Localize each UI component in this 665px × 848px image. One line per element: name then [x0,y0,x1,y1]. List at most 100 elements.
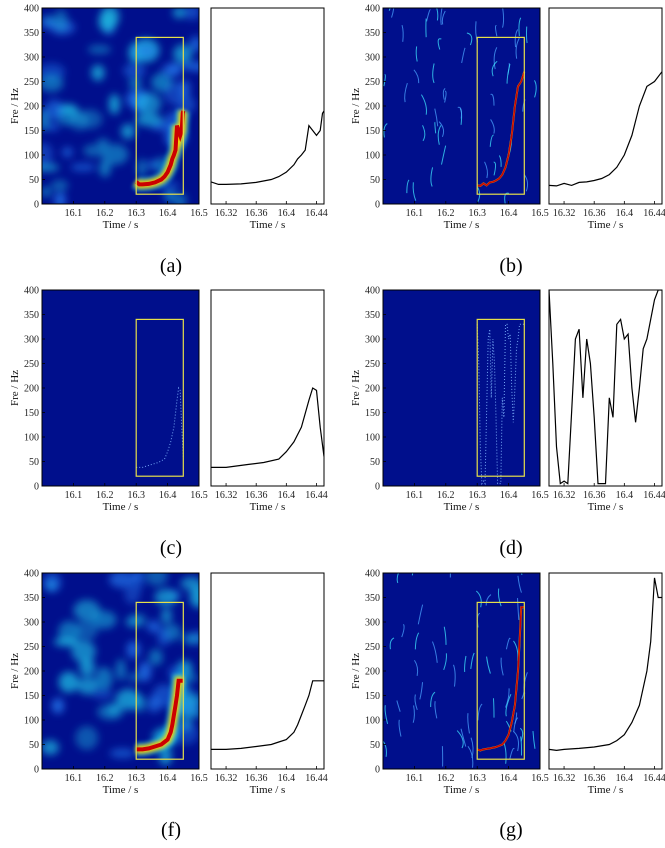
curve-x-tick-label: 16.36 [245,490,268,501]
texture-blob [54,192,66,204]
spectral-streak [491,60,498,77]
spectral-streak [467,713,470,734]
curve-plot [211,680,324,750]
curve-plot [549,290,662,485]
spectral-streak [493,47,498,70]
y-tick-label: 100 [365,716,380,727]
spectral-streak [434,701,438,719]
x-tick-label: 16.2 [96,490,114,501]
texture-blob [120,123,136,140]
y-tick-label: 100 [24,716,39,727]
curve-line [211,680,324,750]
curve-x-tick-label: 16.44 [305,773,328,784]
panel-f: 0 50 100 150 200 250 300 350 400 16.1 16.2 16.3 16.4… [9,569,328,842]
x-tick-label: 16.3 [127,208,145,219]
y-tick-label: 100 [365,151,380,162]
curve-frame [210,572,325,770]
texture-blob [146,620,161,633]
texture-blob [127,673,141,682]
texture-blob [42,163,60,172]
texture-blob [138,661,152,682]
spectral-streak [470,737,474,759]
curve-x-tick-label: 16.32 [215,208,238,219]
roi-box [135,36,184,195]
curve-x-tick-label: 16.4 [278,208,296,219]
spectral-streak [498,155,502,167]
spectral-streak [509,747,515,760]
y-tick-label: 0 [34,482,39,493]
spectral-streak [503,742,507,764]
spectral-streak [396,573,399,584]
roi-box [476,36,525,195]
y-tick-label: 50 [29,457,39,468]
texture-blob [109,748,136,759]
y-tick-label: 50 [29,175,39,186]
spectral-streak [497,588,502,607]
curve-x-tick-label: 16.4 [278,773,296,784]
y-tick-label: 250 [24,642,39,653]
x-tick-label: 16.2 [437,490,455,501]
roi-box [135,318,184,477]
curve-line [211,110,324,185]
y-tick-label: 300 [365,53,380,64]
texture-blob [133,43,157,59]
curve-x-tick-label: 16.32 [553,208,576,219]
spectral-streak [519,727,524,742]
x-tick-label: 16.4 [159,773,177,784]
ridge-core [477,71,526,187]
y-tick-label: 100 [24,433,39,444]
curve-x-tick-label: 16.36 [245,208,268,219]
texture-blob [145,573,168,587]
spectral-streak [430,691,436,707]
spectrogram-plot [383,8,540,204]
spectrogram-texture [42,8,199,204]
y-tick-label: 150 [24,408,39,419]
texture-blob [83,144,106,158]
spectral-streak [415,46,418,62]
x-tick-label: 16.2 [437,773,455,784]
spectral-streak [525,26,528,44]
spectral-streak [517,575,522,593]
curve-x-tick-label: 16.44 [643,490,665,501]
panel-label: (b) [499,255,522,277]
y-tick-label: 200 [24,667,39,678]
panel-d: 0 50 100 150 200 250 300 350 400 16.1 16.2 16.3 16.4… [350,286,665,560]
y-tick-label: 200 [365,384,380,395]
texture-blob [160,63,182,78]
panel-label: (d) [499,537,522,559]
x-tick-label: 16.1 [406,490,424,501]
panel-b: 0 50 100 150 200 250 300 350 400 16.1 16.2 16.3 16.4… [350,4,665,278]
y-axis-label: Fre / Hz [9,370,21,406]
x-tick-label: 16.3 [468,208,486,219]
spectral-streak [493,161,497,176]
spectral-streak [505,694,512,717]
texture-blob [148,648,163,666]
y-tick-label: 300 [365,335,380,346]
spectral-streak [384,705,389,724]
spectral-streak [484,161,488,179]
y-tick-label: 350 [24,310,39,321]
curve-x-tick-label: 16.36 [583,208,606,219]
curve-x-tick-label: 16.4 [278,490,296,501]
texture-blob [132,694,147,713]
texture-blob [101,143,129,165]
y-tick-label: 150 [365,408,380,419]
spectral-streak [438,121,445,138]
spectral-streak [466,32,473,46]
texture-blob [189,585,199,609]
texture-blob [75,620,98,641]
texture-blob [42,142,53,166]
spectral-streak [437,38,442,50]
panel-c: 0 50 100 150 200 250 300 350 400 16.1 16.2 16.3 16.4… [9,286,328,560]
spectral-streak [383,740,387,757]
ridge-core [476,606,525,752]
curve-plot [549,71,662,187]
spectral-streak [412,182,417,201]
y-axis-label: Fre / Hz [350,88,362,124]
curve-x-tick-label: 16.32 [553,773,576,784]
spectrogram-background [42,290,199,486]
y-tick-label: 300 [365,618,380,629]
spectral-streak [514,712,518,725]
spectral-streak [440,8,443,26]
texture-blob [98,11,117,33]
